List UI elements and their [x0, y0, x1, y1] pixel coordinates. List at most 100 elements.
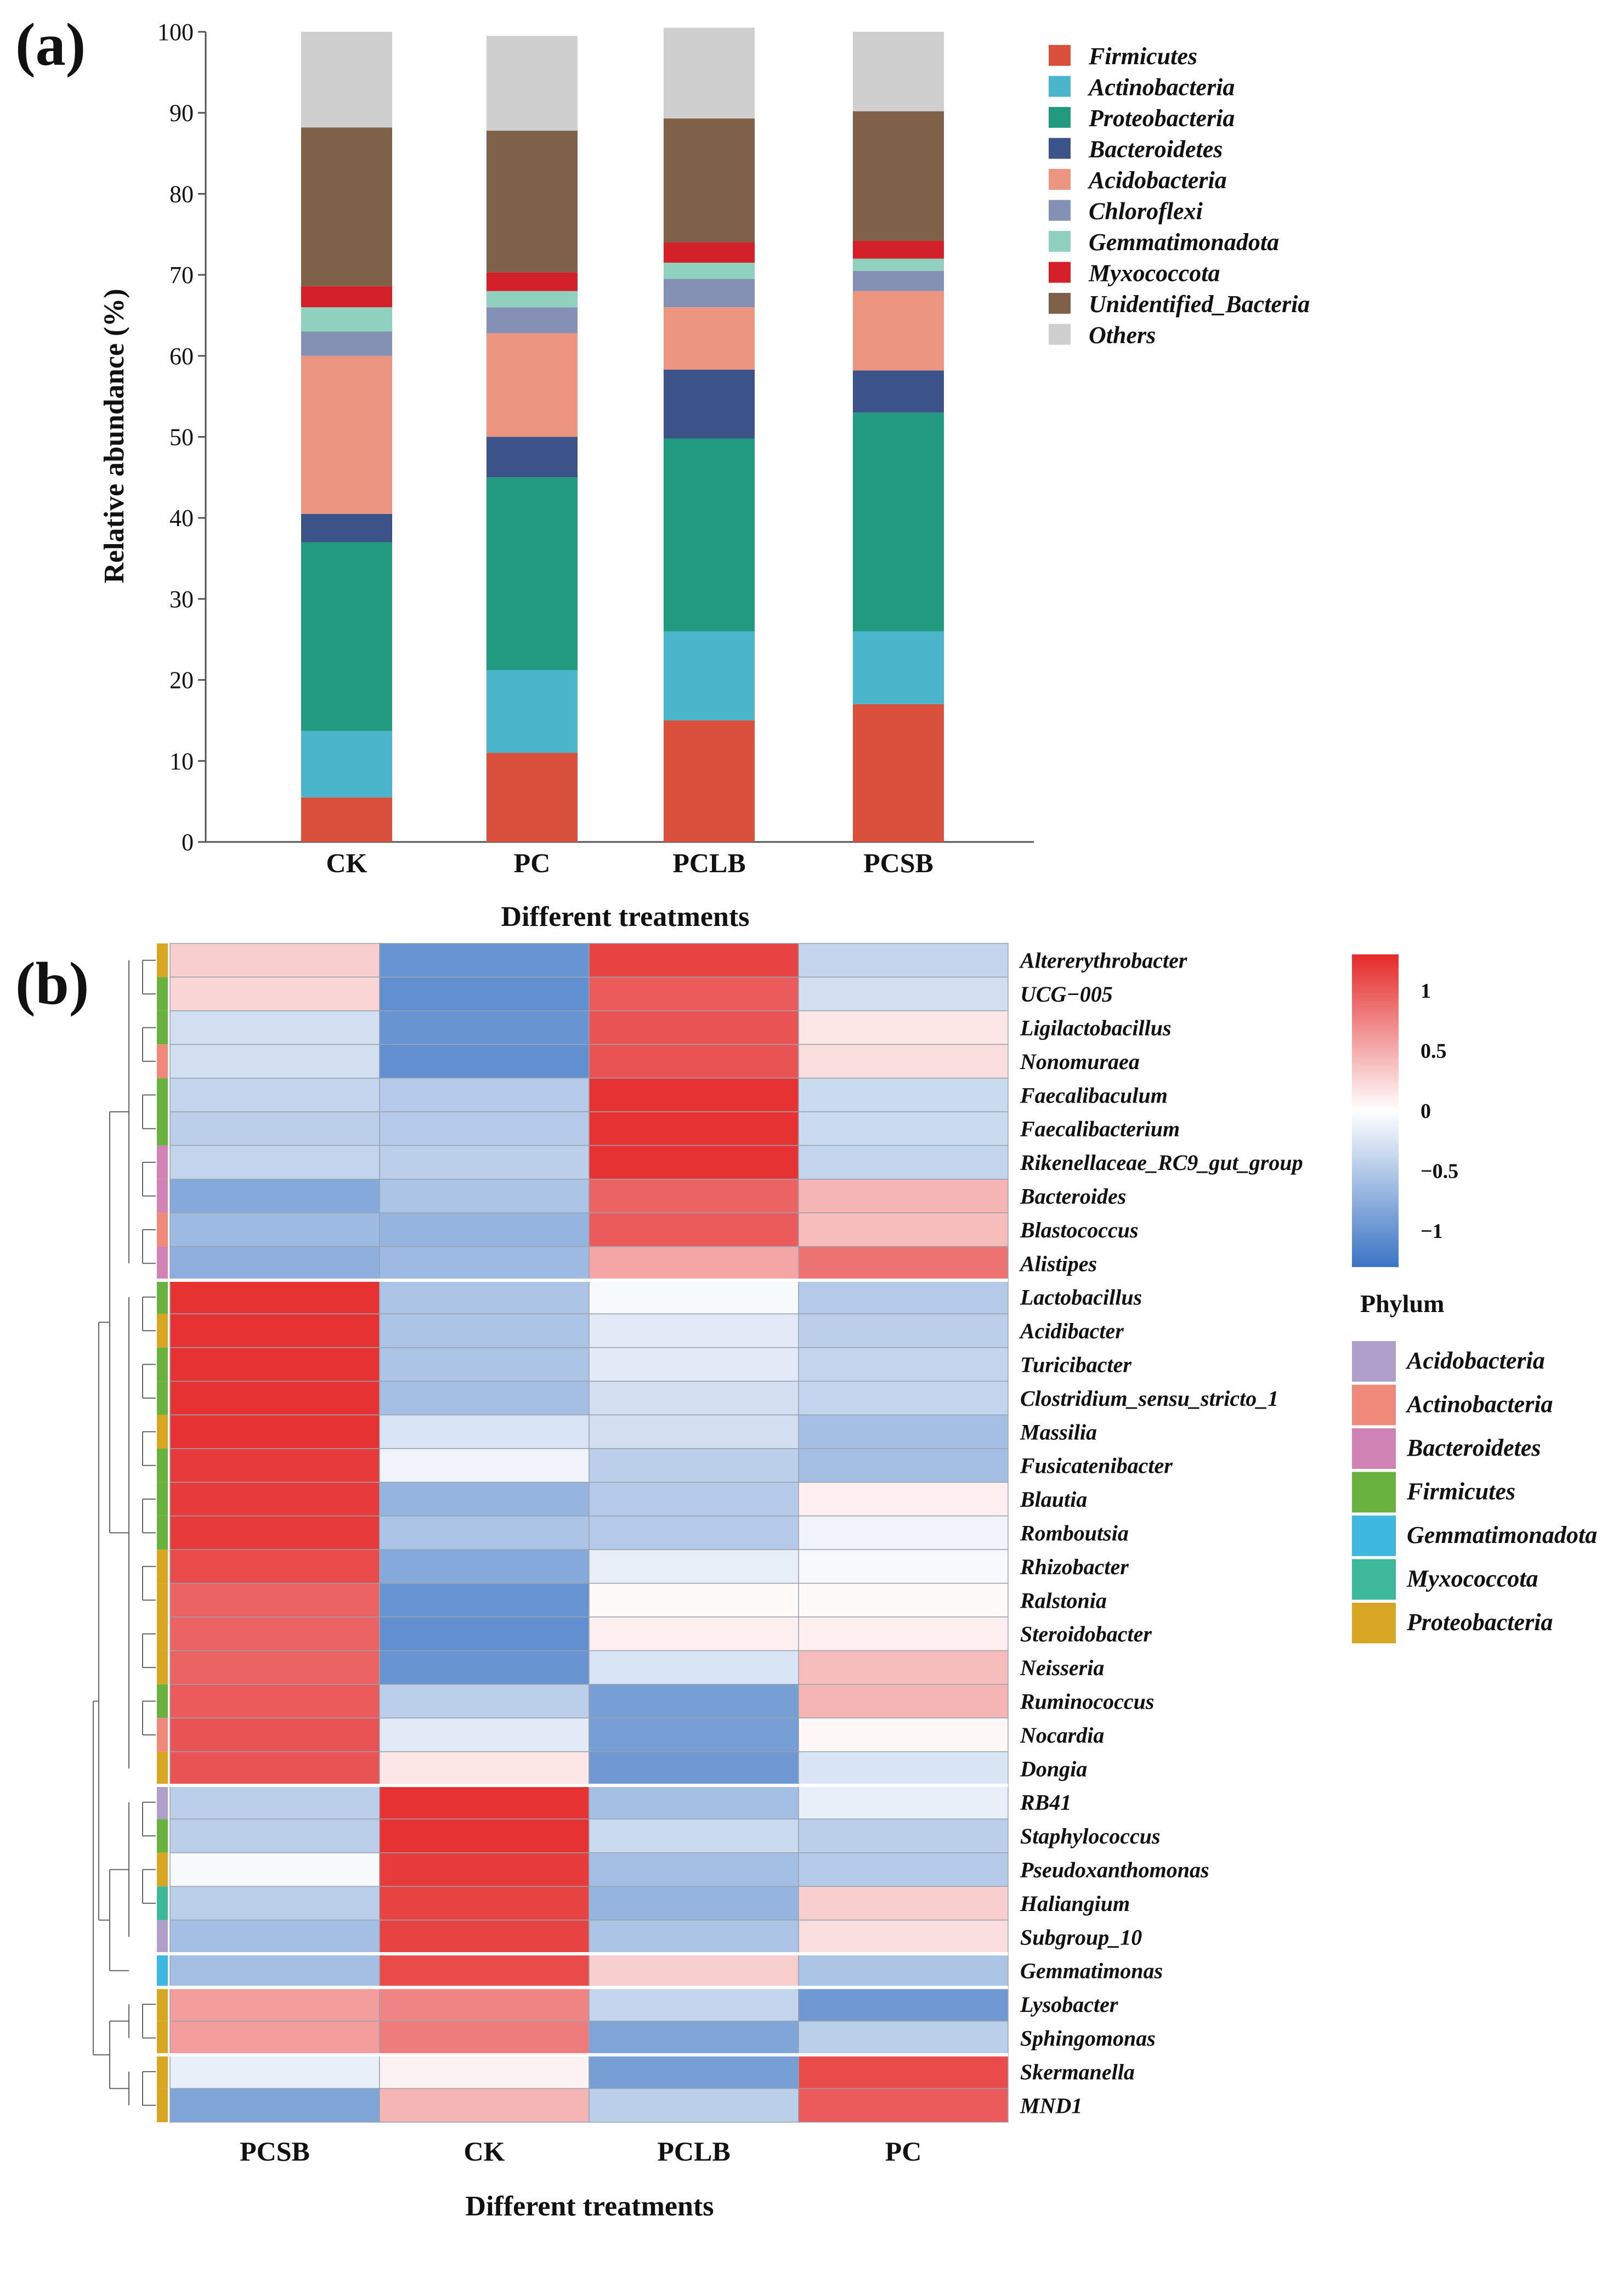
legend-swatch: [1049, 200, 1071, 221]
heatmap-cell: [379, 1044, 590, 1079]
heatmap-cell: [379, 1616, 590, 1652]
row-label: Clostridium_sensu_stricto_1: [1020, 1386, 1278, 1411]
bar-segment: [301, 127, 392, 286]
heatmap-cell: [169, 1818, 380, 1853]
column-label: PCLB: [657, 2136, 730, 2167]
heatmap-cell: [169, 1111, 380, 1146]
bar-segment: [301, 355, 392, 514]
phylum-legend-label: Bacteroidetes: [1406, 1434, 1541, 1461]
legend-label: Chloroflexi: [1089, 198, 1203, 225]
row-label: Massilia: [1020, 1420, 1097, 1444]
heatmap-cell: [798, 1145, 1009, 1180]
heatmap-cell: [798, 1987, 1009, 2022]
heatmap-cell: [798, 1280, 1009, 1315]
bar-segment: [301, 797, 392, 842]
row-label: Rikenellaceae_RC9_gut_group: [1020, 1150, 1303, 1175]
panel-a-bars: CK PC PCLB PCSB: [301, 27, 944, 878]
heatmap-cell: [379, 1516, 590, 1550]
bar-segment: [853, 291, 944, 371]
legend-swatch: [1049, 324, 1071, 345]
phylum-strip-cell: [157, 2055, 168, 2089]
column-label: PCSB: [240, 2136, 310, 2167]
phylum-strip-cell: [157, 1886, 168, 1920]
heatmap-cell: [379, 2021, 590, 2055]
heatmap-cell: [798, 1684, 1009, 1718]
heatmap-cell: [798, 1582, 1009, 1618]
phylum-strip-cell: [157, 1852, 168, 1887]
heatmap-cell: [379, 1684, 590, 1718]
row-label: Nocardia: [1020, 1723, 1104, 1748]
legend-swatch: [1049, 231, 1071, 252]
bar-segment: [664, 720, 755, 842]
bar-segment: [486, 477, 578, 670]
row-label: Ralstonia: [1020, 1588, 1107, 1613]
heatmap-cell: [169, 1044, 380, 1079]
phylum-strip-cell: [157, 1179, 168, 1213]
heatmap-cell: [169, 1987, 380, 2022]
heatmap-cell: [798, 2021, 1009, 2055]
heatmap-cell: [379, 1010, 590, 1045]
bar-segment: [301, 542, 392, 731]
heatmap-cell: [379, 2088, 590, 2123]
heatmap-cell: [379, 1785, 590, 1820]
row-label: Nonomuraea: [1020, 1049, 1140, 1074]
phylum-strip-cell: [157, 1044, 168, 1078]
heatmap-cell: [589, 1010, 799, 1045]
heatmap-cell: [589, 2021, 799, 2055]
phylum-legend: Acidobacteria Actinobacteria Bacteroidetes…: [1352, 1341, 1597, 1643]
heatmap-row-labels: Altererythrobacter UCG−005 Ligilactobacill…: [1018, 948, 1303, 2118]
bar-segment: [853, 704, 944, 842]
heatmap-cell: [379, 1246, 590, 1281]
phylum-strip-cell: [157, 1415, 168, 1449]
row-label: Bacteroides: [1020, 1184, 1126, 1209]
heatmap-cell: [379, 943, 590, 978]
heatmap-cell: [798, 1650, 1009, 1685]
heatmap-cell: [379, 1313, 590, 1348]
heatmap-cell: [169, 1785, 380, 1820]
row-label: Faecalibacterium: [1020, 1117, 1180, 1141]
row-label: Altererythrobacter: [1018, 948, 1187, 973]
color-scale-tick-label: 1: [1421, 980, 1431, 1003]
legend-label: Unidentified_Bacteria: [1089, 291, 1310, 318]
heatmap-cell: [169, 1852, 380, 1887]
heatmap-cell: [169, 1953, 380, 1988]
heatmap-cell: [798, 1818, 1009, 1853]
y-tick-label: 70: [169, 262, 194, 289]
phylum-strip-cell: [157, 1381, 168, 1415]
x-category-label: PCSB: [863, 847, 933, 878]
bar-segment: [301, 731, 392, 798]
heatmap-cell: [169, 1717, 380, 1752]
heatmap-cell: [169, 1347, 380, 1382]
phylum-legend-swatch: [1352, 1472, 1396, 1513]
heatmap-cell: [798, 1516, 1009, 1550]
x-category-label: PCLB: [672, 847, 745, 878]
heatmap-cell: [589, 1582, 799, 1618]
heatmap-cell: [169, 1650, 380, 1685]
row-dendrogram: [93, 959, 156, 2106]
heatmap-cell: [589, 1717, 799, 1752]
heatmap-cell: [379, 1077, 590, 1112]
y-tick-label: 60: [169, 343, 194, 370]
heatmap-cell: [589, 2054, 799, 2089]
row-label: Staphylococcus: [1020, 1824, 1161, 1848]
phylum-strip-cell: [157, 1583, 168, 1617]
heatmap-cell: [589, 1448, 799, 1483]
phylum-annotation-strip: [157, 943, 168, 2122]
legend-label: Gemmatimonadota: [1089, 229, 1279, 256]
phylum-legend-label: Gemmatimonadota: [1407, 1522, 1597, 1548]
heatmap-cell: [589, 1381, 799, 1416]
phylum-strip-cell: [157, 943, 168, 977]
heatmap-cell: [798, 1347, 1009, 1382]
heatmap-cell: [379, 1852, 590, 1887]
row-label: Pseudoxanthomonas: [1020, 1858, 1209, 1882]
phylum-strip-cell: [157, 1819, 168, 1853]
bar-segment: [664, 27, 755, 119]
heatmap-cell: [379, 1212, 590, 1247]
row-label: Neisseria: [1020, 1655, 1104, 1680]
phylum-strip-cell: [157, 1213, 168, 1247]
phylum-strip-cell: [157, 1482, 168, 1516]
phylum-strip-cell: [157, 1078, 168, 1112]
phylum-strip-cell: [157, 1280, 168, 1314]
heatmap-cell: [379, 1717, 590, 1752]
